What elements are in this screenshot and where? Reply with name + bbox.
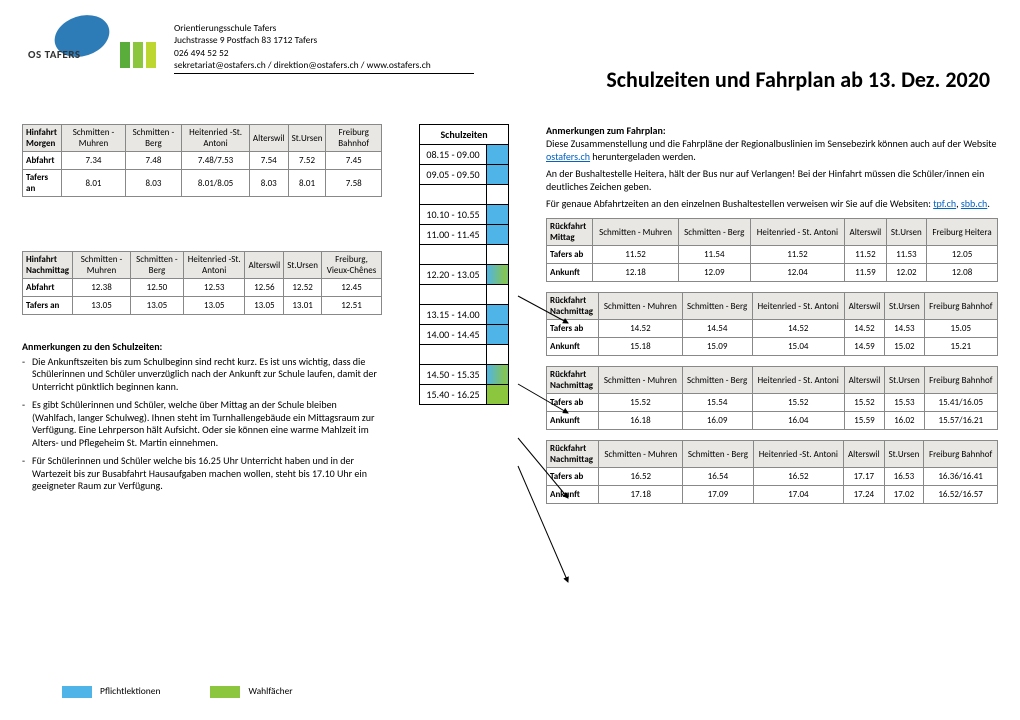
contact-block: Orientierungsschule Tafers Juchstrasse 9… <box>174 18 474 74</box>
logo-text: OS TAFERS <box>28 48 81 61</box>
col-left: HinfahrtMorgenSchmitten - MuhrenSchmitte… <box>22 124 382 514</box>
table-schulzeiten: Schulzeiten 08.15 - 09.0009.05 - 09.5010… <box>419 124 508 405</box>
right-note-3: Für genaue Abfahrtzeiten an den einzelne… <box>546 197 998 210</box>
school-contacts: sekretariat@ostafers.ch / direktion@osta… <box>174 59 474 71</box>
legend: Pflichtlektionen Wahlfächer <box>62 685 293 698</box>
col-right: Anmerkungen zum Fahrplan: Diese Zusammen… <box>546 124 998 514</box>
schulzeiten-head: Schulzeiten <box>420 125 508 145</box>
link-sbb[interactable]: sbb.ch <box>961 197 987 210</box>
link-tpf[interactable]: tpf.ch <box>933 197 956 210</box>
legend-blue: Pflichtlektionen <box>62 685 160 698</box>
logo: OS TAFERS <box>22 18 154 70</box>
right-note-1: Diese Zusammenstellung und die Fahrpläne… <box>546 137 998 163</box>
table-hin-morgen: HinfahrtMorgenSchmitten - MuhrenSchmitte… <box>22 124 382 197</box>
right-notes-head: Anmerkungen zum Fahrplan: <box>546 124 998 137</box>
left-notes: Anmerkungen zu den Schulzeiten: Die Anku… <box>22 341 382 493</box>
school-address: Juchstrasse 9 Postfach 83 1712 Tafers <box>174 34 474 46</box>
left-note-item: Für Schülerinnen und Schüler welche bis … <box>22 455 382 493</box>
link-ostafers[interactable]: ostafers.ch <box>546 150 590 163</box>
right-notes: Anmerkungen zum Fahrplan: Diese Zusammen… <box>546 124 998 210</box>
left-note-item: Die Ankunftszeiten bis zum Schulbeginn s… <box>22 356 382 394</box>
right-note-2: An der Bushaltestelle Heitera, hält der … <box>546 167 998 193</box>
legend-green: Wahlfächer <box>210 685 292 698</box>
school-phone: 026 494 52 52 <box>174 47 474 59</box>
left-note-item: Es gibt Schülerinnen und Schüler, welche… <box>22 399 382 449</box>
page-title: Schulzeiten und Fahrplan ab 13. Dez. 202… <box>606 66 990 93</box>
col-schulzeiten: Schulzeiten 08.15 - 09.0009.05 - 09.5010… <box>394 124 534 514</box>
school-name: Orientierungsschule Tafers <box>174 22 474 34</box>
table-hin-nachmittag: HinfahrtNachmittagSchmitten - MuhrenSchm… <box>22 251 382 315</box>
left-notes-head: Anmerkungen zu den Schulzeiten: <box>22 341 382 354</box>
